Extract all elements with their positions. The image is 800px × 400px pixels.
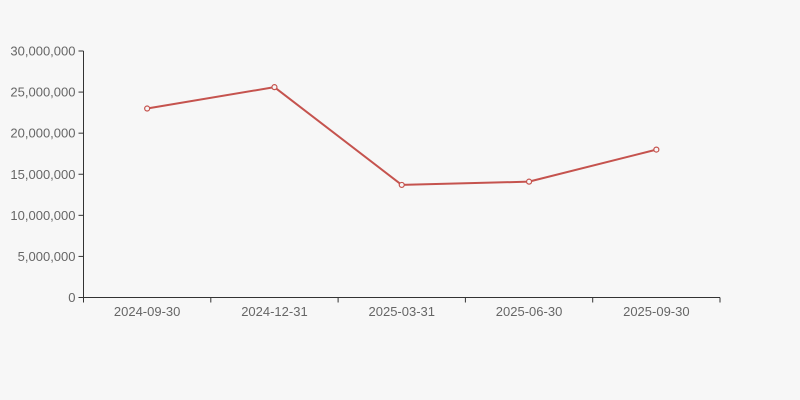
series-line [146,86,658,186]
y-axis-tick-label: 5,000,000 [18,249,76,264]
data-point-marker [525,178,533,185]
y-axis-tick-label: 30,000,000 [10,44,75,59]
x-axis-tick-label: 2024-12-31 [241,304,308,319]
data-point-marker [144,105,151,112]
y-axis-tick-label: 25,000,000 [10,85,75,100]
data-point-marker [398,181,405,189]
y-axis-tick-label: 0 [68,290,75,305]
y-axis-tick-label: 15,000,000 [10,167,75,182]
data-point-marker [271,84,278,91]
x-axis-tick-label: 2025-03-31 [369,304,436,319]
x-axis-tick-label: 2025-09-30 [623,304,690,319]
data-point-marker [653,146,660,153]
x-axis-tick-label: 2025-06-30 [496,304,563,319]
x-axis-tick-label: 2024-09-30 [114,304,181,319]
y-axis-tick-label: 20,000,000 [10,126,75,141]
y-axis-tick-label: 10,000,000 [10,208,75,223]
